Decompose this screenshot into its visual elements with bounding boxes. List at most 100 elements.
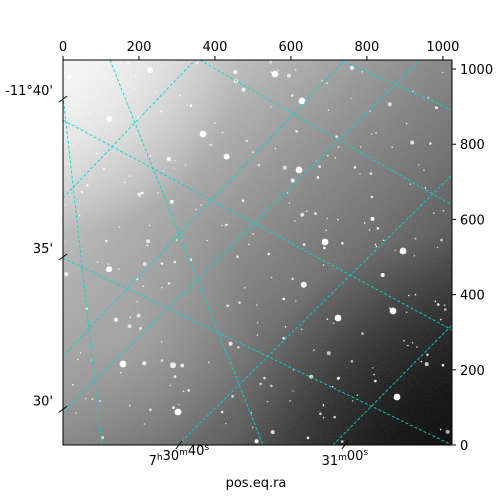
star (147, 67, 154, 74)
grid-line (339, 60, 452, 111)
star (369, 110, 371, 112)
star (129, 175, 131, 177)
star (370, 195, 374, 199)
star (294, 220, 296, 222)
star (412, 90, 414, 93)
star (128, 405, 131, 407)
star (179, 94, 181, 96)
star (257, 163, 261, 167)
star (269, 60, 273, 64)
star (295, 69, 297, 71)
star (363, 222, 366, 224)
star (169, 199, 174, 204)
star (394, 249, 396, 252)
right-pixel-axis: 0 200 400 600 800 1000 (452, 63, 493, 454)
star (302, 243, 306, 246)
star (408, 294, 410, 297)
star (143, 423, 146, 425)
star (286, 192, 289, 194)
star (439, 428, 442, 431)
star (68, 163, 71, 165)
star (376, 227, 380, 230)
bright-star (295, 166, 303, 174)
star (333, 415, 337, 419)
star (200, 204, 203, 206)
star (290, 178, 295, 183)
star (337, 218, 339, 221)
star (224, 422, 227, 425)
grid-line (109, 60, 264, 445)
star (289, 400, 291, 402)
right-tick-label: 1000 (460, 63, 493, 78)
star (160, 286, 163, 289)
ra-tick-label: 7h30m40s (149, 443, 210, 469)
star (252, 426, 254, 429)
star (326, 351, 331, 356)
star (220, 410, 224, 414)
star (411, 342, 414, 344)
star (256, 334, 259, 336)
star (410, 140, 415, 145)
star (91, 398, 94, 400)
bright-star (334, 314, 342, 322)
star (223, 153, 230, 160)
bright-star (271, 70, 279, 78)
star (361, 71, 364, 73)
star (207, 361, 210, 364)
star (149, 155, 152, 157)
star (127, 324, 132, 329)
star (134, 75, 137, 77)
grid-line (63, 60, 421, 413)
star (80, 190, 84, 194)
dec-tick-label: 30' (33, 394, 53, 409)
star (300, 328, 303, 331)
star (142, 285, 145, 288)
star (89, 111, 92, 114)
star (117, 268, 120, 270)
star (322, 416, 325, 419)
star (137, 192, 142, 197)
top-tick-label: 1000 (426, 40, 459, 55)
star (146, 239, 151, 244)
star (123, 181, 126, 184)
star (119, 371, 122, 374)
star (326, 318, 329, 321)
star (173, 167, 176, 169)
star (313, 349, 315, 352)
grid-line (63, 60, 346, 357)
star (373, 373, 375, 376)
star (182, 390, 185, 393)
star (105, 239, 108, 243)
star (334, 157, 337, 159)
star (282, 297, 286, 301)
star (129, 316, 132, 319)
star (79, 352, 82, 354)
top-tick-label: 200 (127, 40, 152, 55)
star (413, 254, 416, 257)
star (64, 204, 67, 206)
star (371, 367, 374, 369)
star (371, 133, 373, 135)
star (226, 304, 229, 308)
star (332, 322, 335, 325)
star (368, 229, 371, 231)
star (350, 360, 354, 363)
star (72, 145, 74, 147)
star (85, 307, 89, 310)
star (423, 169, 425, 171)
star (341, 242, 344, 245)
ra-tick-mark (341, 440, 349, 450)
star (142, 361, 147, 366)
star (105, 267, 110, 272)
star (169, 384, 172, 387)
star (180, 363, 185, 368)
top-tick-label: 600 (279, 40, 304, 55)
star (290, 94, 294, 97)
star (288, 202, 291, 204)
star (414, 237, 417, 240)
bright-star (174, 408, 182, 416)
star (157, 192, 159, 194)
star (335, 135, 338, 138)
star (107, 263, 110, 265)
